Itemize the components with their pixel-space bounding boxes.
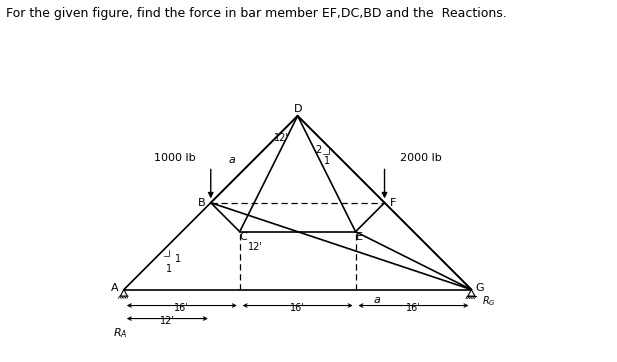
Text: 2000 lb: 2000 lb (400, 153, 442, 163)
Text: 16': 16' (290, 303, 305, 313)
Text: 1: 1 (175, 254, 181, 264)
Text: 16': 16' (175, 303, 189, 313)
Text: 1: 1 (166, 264, 172, 274)
Text: $R_G$: $R_G$ (482, 294, 496, 308)
Text: a: a (374, 295, 381, 305)
Text: G: G (476, 283, 484, 293)
Text: B: B (197, 198, 205, 208)
Text: 12': 12' (248, 242, 263, 252)
Text: C: C (239, 232, 247, 242)
Text: 16': 16' (406, 303, 421, 313)
Text: For the given figure, find the force in bar member EF,DC,BD and the  Reactions.: For the given figure, find the force in … (6, 7, 507, 20)
Text: E: E (355, 232, 363, 242)
Text: 2: 2 (315, 146, 321, 156)
Text: 12': 12' (275, 133, 289, 143)
Text: 1: 1 (323, 156, 329, 167)
Text: 12': 12' (160, 316, 175, 326)
Text: A: A (110, 283, 118, 293)
Text: D: D (294, 104, 302, 114)
Text: $R_A$: $R_A$ (113, 327, 128, 340)
Text: 1000 lb: 1000 lb (154, 153, 196, 163)
Text: F: F (390, 198, 396, 208)
Text: a: a (229, 155, 236, 165)
